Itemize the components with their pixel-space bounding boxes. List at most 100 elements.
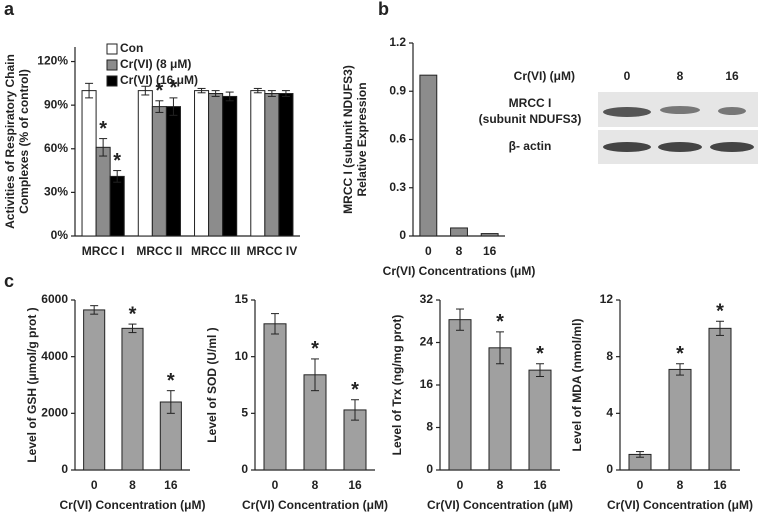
blot-divider xyxy=(598,127,758,130)
y-tick-label: 120% xyxy=(37,54,68,68)
x-tick-label: 16 xyxy=(713,478,727,492)
y-tick-label: 10 xyxy=(235,349,249,363)
y-axis-label: Activities of Respiratory Chain xyxy=(3,54,17,229)
bar xyxy=(222,95,238,237)
x-tick-label: 8 xyxy=(129,478,136,492)
x-axis-label: Cr(VI) Concentrations (μM) xyxy=(383,264,536,278)
blot-lane-label: 16 xyxy=(725,69,739,83)
y-tick-label: 90% xyxy=(44,97,68,111)
significance-star: * xyxy=(496,311,504,333)
bar xyxy=(165,106,181,237)
bar xyxy=(668,368,692,471)
error-bar xyxy=(281,90,290,97)
significance-star: * xyxy=(129,303,137,325)
y-tick-label: 2000 xyxy=(41,406,68,420)
y-tick-label: 0 xyxy=(426,462,433,476)
x-axis-label: Cr(VI) Concentration (μM) xyxy=(607,498,753,512)
y-axis-label: Level of SOD (U/ml ) xyxy=(205,327,219,442)
x-tick-label: MRCC III xyxy=(191,244,240,258)
y-tick-label: 4000 xyxy=(41,349,68,363)
blot-lane-label: 0 xyxy=(624,69,631,83)
error-bar xyxy=(636,451,644,458)
error-bar xyxy=(99,138,108,157)
bar xyxy=(264,93,280,237)
bar xyxy=(708,327,732,471)
x-tick-label: MRCC II xyxy=(136,244,182,258)
y-axis-label: MRCC I (subunit NDUFS3) xyxy=(341,65,355,214)
blot-band xyxy=(660,106,700,114)
y-axis-label: Level of Trx (ng/mg prot) xyxy=(390,315,404,456)
error-bar xyxy=(211,90,220,97)
x-tick-label: 8 xyxy=(312,478,319,492)
error-bar xyxy=(351,399,359,421)
error-bar xyxy=(676,363,684,376)
x-tick-label: 0 xyxy=(457,478,464,492)
y-tick-label: 0.3 xyxy=(389,180,406,194)
error-bar xyxy=(253,87,262,94)
x-tick-label: 8 xyxy=(497,478,504,492)
bar xyxy=(83,309,106,471)
y-tick-label: 0 xyxy=(399,228,406,242)
x-tick-label: 8 xyxy=(456,244,463,258)
bar xyxy=(263,323,287,471)
x-tick-label: 0 xyxy=(425,244,432,258)
western-blot xyxy=(598,92,758,164)
blot-row-label: β- actin xyxy=(509,139,552,153)
y-tick-label: 0.9 xyxy=(389,83,406,97)
bar xyxy=(448,319,472,471)
significance-star: * xyxy=(167,370,175,392)
bar xyxy=(250,90,266,237)
bar xyxy=(109,175,125,237)
legend-label: Cr(VI) (8 μM) xyxy=(120,57,191,71)
y-tick-label: 0 xyxy=(61,462,68,476)
panel-label: b xyxy=(378,0,389,19)
legend-swatch xyxy=(106,75,118,87)
x-axis-label: Cr(VI) Concentration (μM) xyxy=(427,498,573,512)
y-tick-label: 12 xyxy=(600,292,614,306)
y-tick-label: 0 xyxy=(606,462,613,476)
error-bar xyxy=(166,390,175,414)
blot-band xyxy=(603,107,651,117)
y-tick-label: 0.6 xyxy=(389,132,406,146)
error-bar xyxy=(536,363,544,377)
x-axis-label: Cr(VI) Concentration (μM) xyxy=(242,498,388,512)
significance-star: * xyxy=(155,80,163,102)
x-tick-label: 16 xyxy=(348,478,362,492)
error-bar xyxy=(85,82,94,99)
y-tick-label: 24 xyxy=(420,335,434,349)
y-tick-label: 6000 xyxy=(41,292,68,306)
error-bar xyxy=(90,305,99,315)
bar xyxy=(278,93,294,237)
significance-star: * xyxy=(536,343,544,365)
significance-star: * xyxy=(311,338,319,360)
panel-label: c xyxy=(4,271,14,291)
significance-star: * xyxy=(170,77,178,99)
x-tick-label: 0 xyxy=(637,478,644,492)
y-axis-label: Level of MDA (nmol/ml) xyxy=(570,319,584,452)
blot-row-label: MRCC I xyxy=(509,96,552,110)
blot-header: Cr(VI) (μM) xyxy=(514,69,575,83)
blot-band xyxy=(603,142,651,152)
error-bar xyxy=(155,100,164,113)
legend-label: Cr(VI) (16 μM) xyxy=(120,73,198,87)
y-tick-label: 15 xyxy=(235,292,249,306)
y-tick-label: 4 xyxy=(606,406,613,420)
error-bar xyxy=(225,91,234,102)
error-bar xyxy=(169,97,178,116)
y-tick-label: 16 xyxy=(420,377,434,391)
y-tick-label: 8 xyxy=(426,420,433,434)
error-bar xyxy=(271,313,279,335)
y-tick-label: 0% xyxy=(51,228,69,242)
bar xyxy=(151,106,167,237)
y-tick-label: 30% xyxy=(44,185,68,199)
legend-swatch xyxy=(106,43,118,55)
legend-label: Con xyxy=(120,41,143,55)
y-tick-label: 60% xyxy=(44,141,68,155)
x-tick-label: 0 xyxy=(91,478,98,492)
error-bar xyxy=(311,358,319,392)
bar xyxy=(137,90,153,237)
y-axis-label: Relative Expression xyxy=(355,82,369,196)
error-bar xyxy=(113,170,122,183)
error-bar xyxy=(197,87,206,94)
significance-star: * xyxy=(351,379,359,401)
